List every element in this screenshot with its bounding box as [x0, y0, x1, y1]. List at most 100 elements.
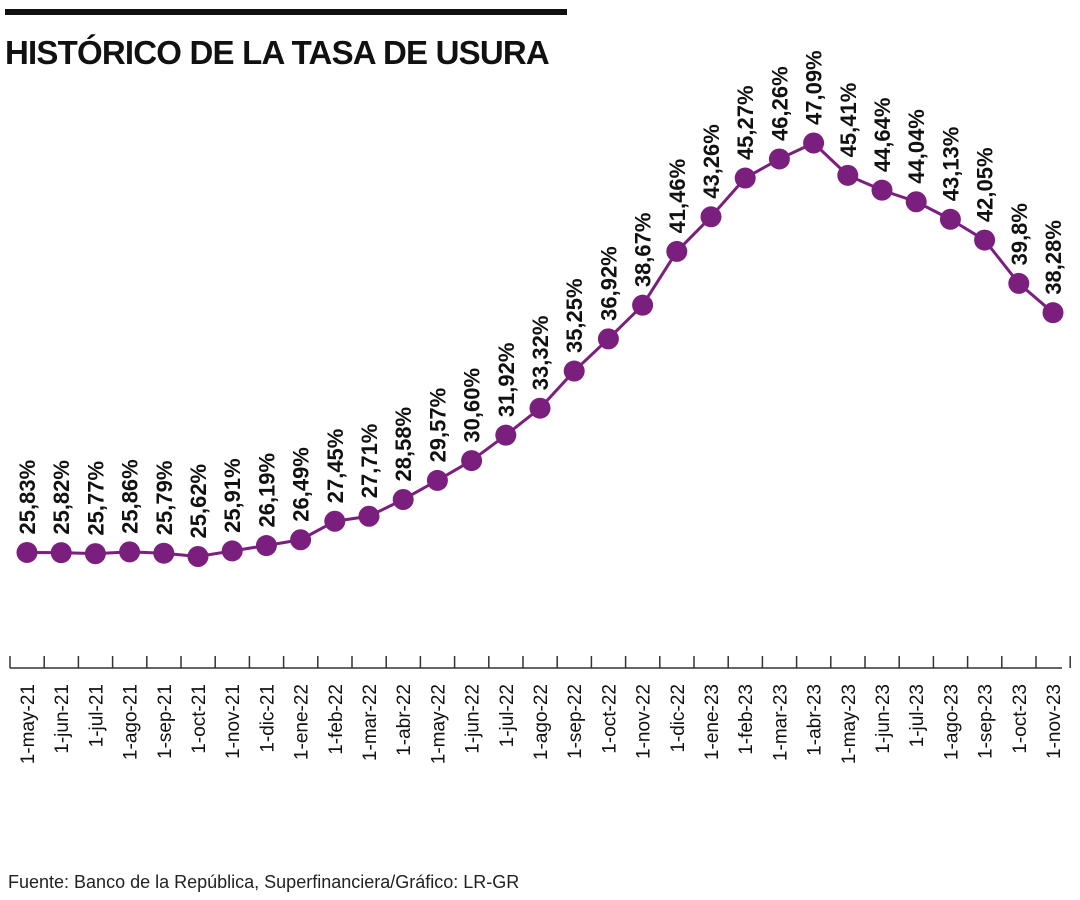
data-label: 27,71%	[357, 424, 382, 499]
data-label: 44,64%	[870, 98, 895, 173]
data-point	[974, 229, 996, 251]
data-point	[632, 294, 654, 316]
source-note: Fuente: Banco de la República, Superfina…	[8, 872, 520, 892]
x-tick-label: 1-may-22	[428, 684, 449, 764]
data-label: 28,58%	[391, 407, 416, 482]
x-tick-label: 1-mar-23	[770, 684, 791, 761]
data-label: 41,46%	[665, 159, 690, 234]
data-label: 25,86%	[118, 459, 143, 534]
x-tick-label: 1-oct-21	[189, 684, 210, 754]
data-label: 25,82%	[49, 460, 74, 535]
x-tick-label: 1-may-23	[839, 684, 860, 764]
x-tick-label: 1-ene-23	[702, 684, 723, 760]
x-tick-label: 1-ene-22	[292, 684, 313, 760]
data-points	[16, 132, 1064, 568]
x-tick-label: 1-sep-21	[155, 684, 176, 759]
data-label: 38,67%	[631, 213, 656, 288]
data-label: 31,92%	[494, 343, 519, 418]
data-label: 46,26%	[767, 66, 792, 141]
data-label: 26,49%	[289, 447, 314, 522]
x-tick-label: 1-jul-21	[86, 684, 107, 747]
data-label: 27,45%	[323, 429, 348, 504]
data-label: 39,8%	[1007, 203, 1032, 265]
data-label: 38,28%	[1041, 220, 1066, 295]
x-tick-label: 1-feb-23	[736, 684, 757, 755]
data-label: 25,83%	[15, 460, 40, 535]
data-label: 42,05%	[973, 147, 998, 222]
x-tick-label: 1-oct-22	[599, 684, 620, 754]
data-point	[50, 542, 72, 564]
x-tick-label: 1-jun-22	[463, 684, 484, 754]
data-point	[358, 505, 380, 527]
data-point	[768, 148, 790, 170]
data-point	[803, 132, 825, 154]
data-point	[734, 167, 756, 189]
x-tick-label: 1-abr-22	[394, 684, 415, 756]
data-point	[392, 488, 414, 510]
x-tick-label: 1-feb-22	[326, 684, 347, 755]
data-point	[119, 541, 141, 563]
x-tick-label: 1-ago-21	[121, 684, 142, 760]
data-point	[837, 164, 859, 186]
chart-title: HISTÓRICO DE LA TASA DE USURA	[5, 34, 550, 71]
x-tick-label: 1-abr-23	[805, 684, 826, 756]
x-tick-label: 1-dic-22	[668, 684, 689, 753]
data-label: 35,25%	[562, 278, 587, 353]
x-tick-label: 1-mar-22	[360, 684, 381, 761]
data-point	[905, 191, 927, 213]
data-label: 25,91%	[220, 458, 245, 533]
data-point	[84, 543, 106, 565]
x-tick-label: 1-nov-22	[634, 684, 655, 759]
data-label: 26,19%	[254, 453, 279, 528]
data-point	[187, 546, 209, 568]
x-tick-labels: 1-may-21 1-jun-21 1-jul-21 1-ago-21 1-sep-21…	[18, 684, 1065, 764]
data-point	[16, 541, 38, 563]
x-tick-label: 1-dic-21	[257, 684, 278, 753]
x-tick-label: 1-jul-23	[907, 684, 928, 747]
x-tick-label: 1-oct-23	[1010, 684, 1031, 754]
x-tick-label: 1-nov-23	[1044, 684, 1065, 759]
x-tick-label: 1-jul-22	[497, 684, 518, 747]
data-point	[597, 328, 619, 350]
data-label: 43,26%	[699, 124, 724, 199]
data-point	[666, 240, 688, 262]
x-tick-label: 1-ago-22	[531, 684, 552, 760]
data-point	[324, 510, 346, 532]
data-labels: 25,83% 25,82% 25,77% 25,86% 25,79% 25,62% 25,9…	[15, 50, 1066, 538]
data-label: 45,41%	[836, 83, 861, 158]
data-label: 45,27%	[733, 85, 758, 160]
line-chart: 25,83% 25,82% 25,77% 25,86% 25,79% 25,62% 25,9…	[9, 50, 1071, 764]
data-point	[153, 542, 175, 564]
x-tick-label: 1-may-21	[18, 684, 39, 764]
data-label: 25,62%	[186, 464, 211, 539]
x-tick-label: 1-sep-23	[976, 684, 997, 759]
data-label: 36,92%	[596, 246, 621, 321]
data-label: 25,79%	[152, 461, 177, 536]
x-axis	[9, 656, 1071, 669]
data-point	[255, 535, 277, 557]
data-label: 47,09%	[802, 50, 827, 125]
data-point	[290, 529, 312, 551]
data-point	[871, 179, 893, 201]
data-point	[1042, 302, 1064, 324]
data-point	[700, 206, 722, 228]
data-label: 43,13%	[938, 127, 963, 202]
data-label: 33,32%	[528, 316, 553, 391]
data-point	[461, 450, 483, 472]
x-tick-label: 1-nov-21	[223, 684, 244, 759]
data-point	[495, 424, 517, 446]
x-tick-label: 1-sep-22	[565, 684, 586, 759]
x-tick-label: 1-jun-21	[52, 684, 73, 754]
data-point	[939, 208, 961, 230]
x-tick-label: 1-jun-23	[873, 684, 894, 754]
data-point	[1008, 272, 1030, 294]
data-point	[563, 360, 585, 382]
x-tick-label: 1-ago-23	[941, 684, 962, 760]
data-label: 30,60%	[460, 368, 485, 443]
data-label: 29,57%	[425, 388, 450, 463]
data-point	[221, 540, 243, 562]
data-point	[529, 397, 551, 419]
data-label: 25,77%	[83, 461, 108, 536]
data-label: 44,04%	[904, 109, 929, 184]
data-point	[426, 469, 448, 491]
